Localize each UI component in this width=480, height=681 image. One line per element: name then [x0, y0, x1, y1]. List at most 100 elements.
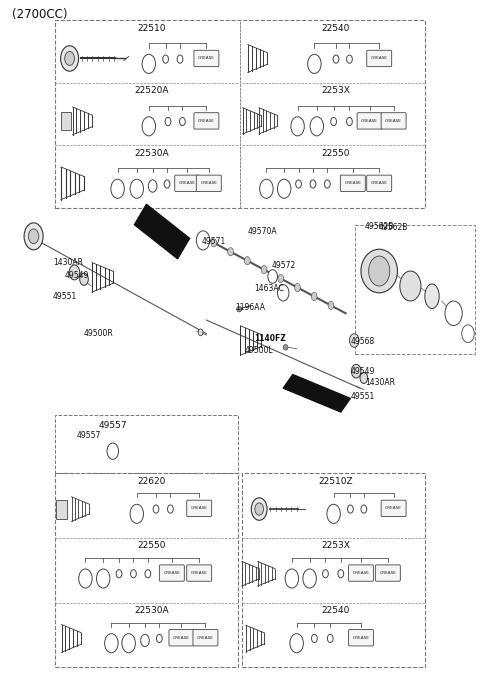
Bar: [61, 112, 71, 129]
Ellipse shape: [361, 505, 367, 513]
Text: 49549: 49549: [65, 271, 89, 281]
FancyBboxPatch shape: [187, 565, 212, 582]
Text: GREASE: GREASE: [198, 57, 215, 61]
Ellipse shape: [295, 283, 300, 291]
Ellipse shape: [360, 373, 368, 383]
Text: 49562B: 49562B: [379, 223, 408, 232]
Ellipse shape: [268, 270, 277, 283]
Ellipse shape: [69, 265, 80, 280]
Ellipse shape: [105, 633, 118, 652]
Text: 1430AR: 1430AR: [53, 257, 83, 267]
Text: GREASE: GREASE: [163, 571, 180, 575]
Ellipse shape: [347, 117, 352, 125]
Ellipse shape: [153, 505, 159, 513]
Ellipse shape: [351, 364, 361, 378]
Text: GREASE: GREASE: [200, 181, 217, 185]
Ellipse shape: [80, 273, 88, 285]
Text: GREASE: GREASE: [344, 181, 361, 185]
Ellipse shape: [349, 334, 359, 347]
Ellipse shape: [260, 179, 273, 198]
Text: 49551: 49551: [350, 392, 375, 401]
Ellipse shape: [333, 55, 339, 63]
Ellipse shape: [347, 55, 352, 63]
Text: 49557: 49557: [77, 431, 101, 441]
FancyBboxPatch shape: [367, 175, 392, 191]
Text: 1140FZ: 1140FZ: [254, 334, 286, 343]
Ellipse shape: [445, 301, 462, 326]
Ellipse shape: [198, 329, 203, 336]
Text: GREASE: GREASE: [352, 636, 370, 639]
Text: GREASE: GREASE: [379, 571, 396, 575]
Text: 22510Z: 22510Z: [319, 477, 353, 486]
Ellipse shape: [255, 503, 264, 515]
Ellipse shape: [291, 117, 304, 136]
Text: GREASE: GREASE: [198, 119, 215, 123]
Text: 1196AA: 1196AA: [235, 303, 265, 313]
Ellipse shape: [28, 229, 39, 244]
Ellipse shape: [290, 633, 303, 652]
Ellipse shape: [148, 180, 157, 192]
Text: GREASE: GREASE: [385, 507, 402, 510]
Ellipse shape: [164, 180, 170, 188]
Ellipse shape: [348, 505, 353, 513]
Text: 49570A: 49570A: [247, 227, 277, 236]
FancyBboxPatch shape: [187, 500, 212, 516]
Ellipse shape: [142, 54, 156, 74]
Ellipse shape: [141, 635, 149, 647]
Ellipse shape: [211, 238, 217, 247]
Ellipse shape: [237, 306, 241, 312]
Ellipse shape: [163, 55, 168, 63]
Ellipse shape: [228, 248, 233, 256]
Ellipse shape: [462, 325, 474, 343]
Ellipse shape: [277, 179, 291, 198]
Ellipse shape: [277, 285, 289, 301]
Ellipse shape: [361, 249, 397, 293]
Text: 22550: 22550: [322, 148, 350, 158]
Ellipse shape: [327, 635, 333, 643]
Ellipse shape: [24, 223, 43, 250]
FancyBboxPatch shape: [159, 565, 184, 582]
Ellipse shape: [180, 117, 185, 125]
Ellipse shape: [177, 55, 183, 63]
Ellipse shape: [323, 569, 328, 577]
Ellipse shape: [116, 569, 122, 577]
Ellipse shape: [156, 635, 162, 643]
Text: GREASE: GREASE: [173, 636, 190, 639]
Ellipse shape: [310, 117, 324, 136]
Text: GREASE: GREASE: [191, 507, 208, 510]
Ellipse shape: [130, 179, 144, 198]
Text: 49500R: 49500R: [84, 329, 114, 338]
Ellipse shape: [338, 569, 344, 577]
Polygon shape: [134, 204, 190, 259]
Text: 2253X: 2253X: [322, 86, 350, 95]
Ellipse shape: [196, 231, 210, 250]
Ellipse shape: [283, 345, 288, 350]
Ellipse shape: [425, 284, 439, 308]
Ellipse shape: [122, 633, 135, 652]
Ellipse shape: [285, 569, 299, 588]
Text: 22530A: 22530A: [134, 148, 168, 158]
Ellipse shape: [96, 569, 110, 588]
Text: GREASE: GREASE: [352, 571, 370, 575]
Text: 49551: 49551: [53, 291, 77, 301]
Text: 49568: 49568: [350, 337, 375, 347]
Text: 49557: 49557: [98, 421, 127, 430]
Ellipse shape: [130, 504, 144, 523]
Text: GREASE: GREASE: [179, 181, 196, 185]
Ellipse shape: [65, 52, 74, 65]
Ellipse shape: [312, 635, 317, 643]
Polygon shape: [283, 375, 350, 412]
Ellipse shape: [331, 117, 336, 125]
Ellipse shape: [168, 505, 173, 513]
Ellipse shape: [310, 180, 316, 188]
Ellipse shape: [60, 46, 79, 72]
Ellipse shape: [145, 569, 151, 577]
Text: GREASE: GREASE: [191, 571, 208, 575]
Text: 49500L: 49500L: [245, 346, 274, 355]
Ellipse shape: [142, 117, 156, 136]
Text: GREASE: GREASE: [371, 57, 388, 61]
Text: 49549: 49549: [350, 366, 375, 376]
FancyBboxPatch shape: [169, 629, 194, 646]
Ellipse shape: [324, 180, 330, 188]
Text: 22620: 22620: [137, 477, 166, 486]
